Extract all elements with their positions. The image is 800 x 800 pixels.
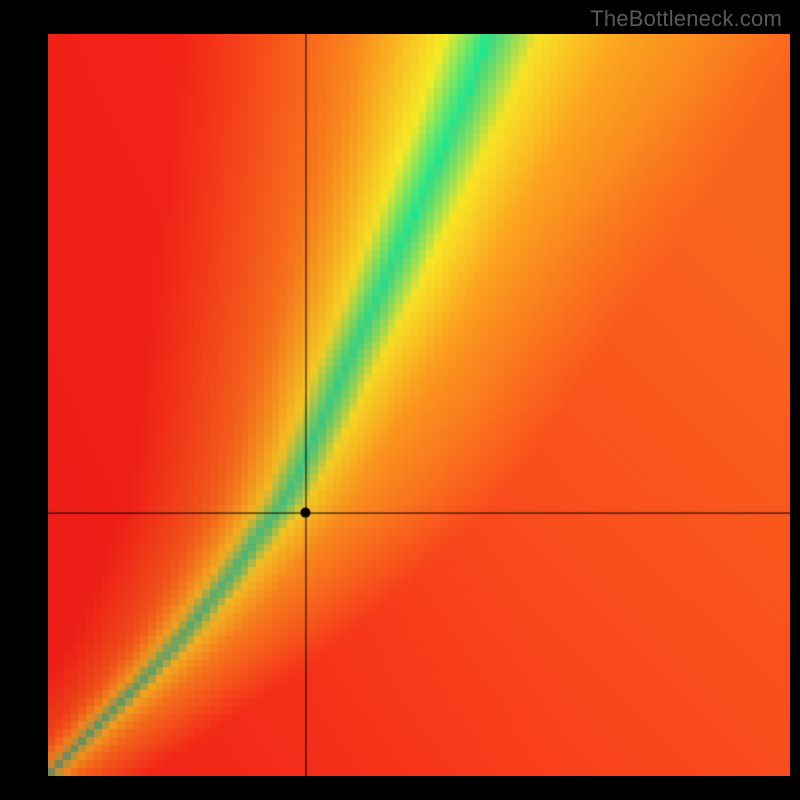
bottleneck-heatmap	[48, 34, 790, 776]
watermark-text: TheBottleneck.com	[590, 6, 782, 32]
chart-container: TheBottleneck.com	[0, 0, 800, 800]
